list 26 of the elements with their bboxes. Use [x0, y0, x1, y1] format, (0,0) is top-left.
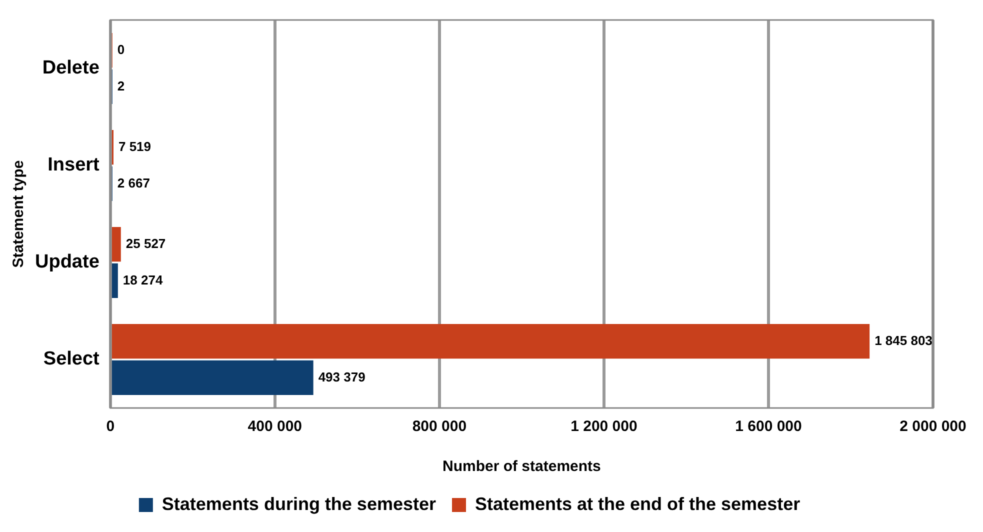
data-label: 18 274 [122, 272, 164, 288]
y-axis-title: Statement type [10, 160, 28, 268]
y-tick-label: Select [43, 348, 100, 370]
x-tick-label: 1 200 000 [570, 418, 638, 436]
data-label: 2 [117, 78, 125, 94]
x-axis-title: Number of statements [442, 458, 601, 476]
bar [112, 360, 314, 395]
data-label: 25 527 [126, 236, 166, 251]
bar [112, 324, 870, 359]
y-tick-label: Update [34, 252, 100, 273]
x-tick-label: 2 000 000 [900, 418, 966, 436]
x-tick-label: 0 [106, 418, 115, 436]
y-tick-label: Insert [48, 154, 100, 176]
data-label: 493 379 [318, 369, 366, 384]
legend-label: Statements during the semester [162, 494, 436, 514]
x-tick-label: 1 600 000 [735, 418, 802, 436]
x-tick-label: 800 000 [412, 418, 467, 436]
data-label: 7 519 [118, 138, 152, 154]
x-tick-label: 400 000 [248, 418, 302, 436]
data-label: 0 [117, 42, 125, 57]
data-label: 1 845 803 [874, 332, 932, 348]
data-label: 2 667 [117, 175, 150, 190]
legend-label: Statements at the end of the semester [474, 494, 800, 514]
bar [112, 227, 121, 262]
bar [112, 263, 118, 298]
y-tick-label: Delete [42, 58, 100, 79]
